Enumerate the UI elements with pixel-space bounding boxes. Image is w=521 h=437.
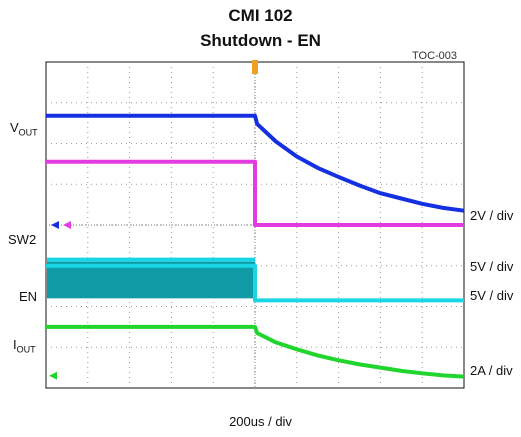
- en-label: EN: [19, 289, 38, 304]
- magenta-trace: [46, 159, 464, 227]
- x-axis-label: 200us / div: [229, 414, 292, 429]
- iout-ground-marker: [49, 371, 57, 380]
- en-scale: 5V / div: [470, 288, 514, 303]
- sw2-label: SW2: [8, 232, 37, 247]
- chart-title: CMI 102: [228, 6, 293, 25]
- chart-subtitle: Shutdown - EN: [200, 31, 321, 50]
- iout-scale: 2A / div: [470, 363, 513, 378]
- sw2-scale: 5V / div: [470, 259, 514, 274]
- en-trace: [46, 324, 465, 379]
- vout-scale: 2V / div: [470, 208, 514, 223]
- sw2-trace: [46, 263, 464, 303]
- iout-label: IOUT: [13, 337, 36, 355]
- trigger-marker: [252, 60, 258, 74]
- figure-id: TOC-003: [412, 50, 458, 62]
- vout-label: VOUT: [10, 120, 38, 138]
- vout-trace: [46, 113, 465, 213]
- vout-ground-marker: [51, 221, 59, 229]
- magenta-ground-marker: [63, 221, 71, 229]
